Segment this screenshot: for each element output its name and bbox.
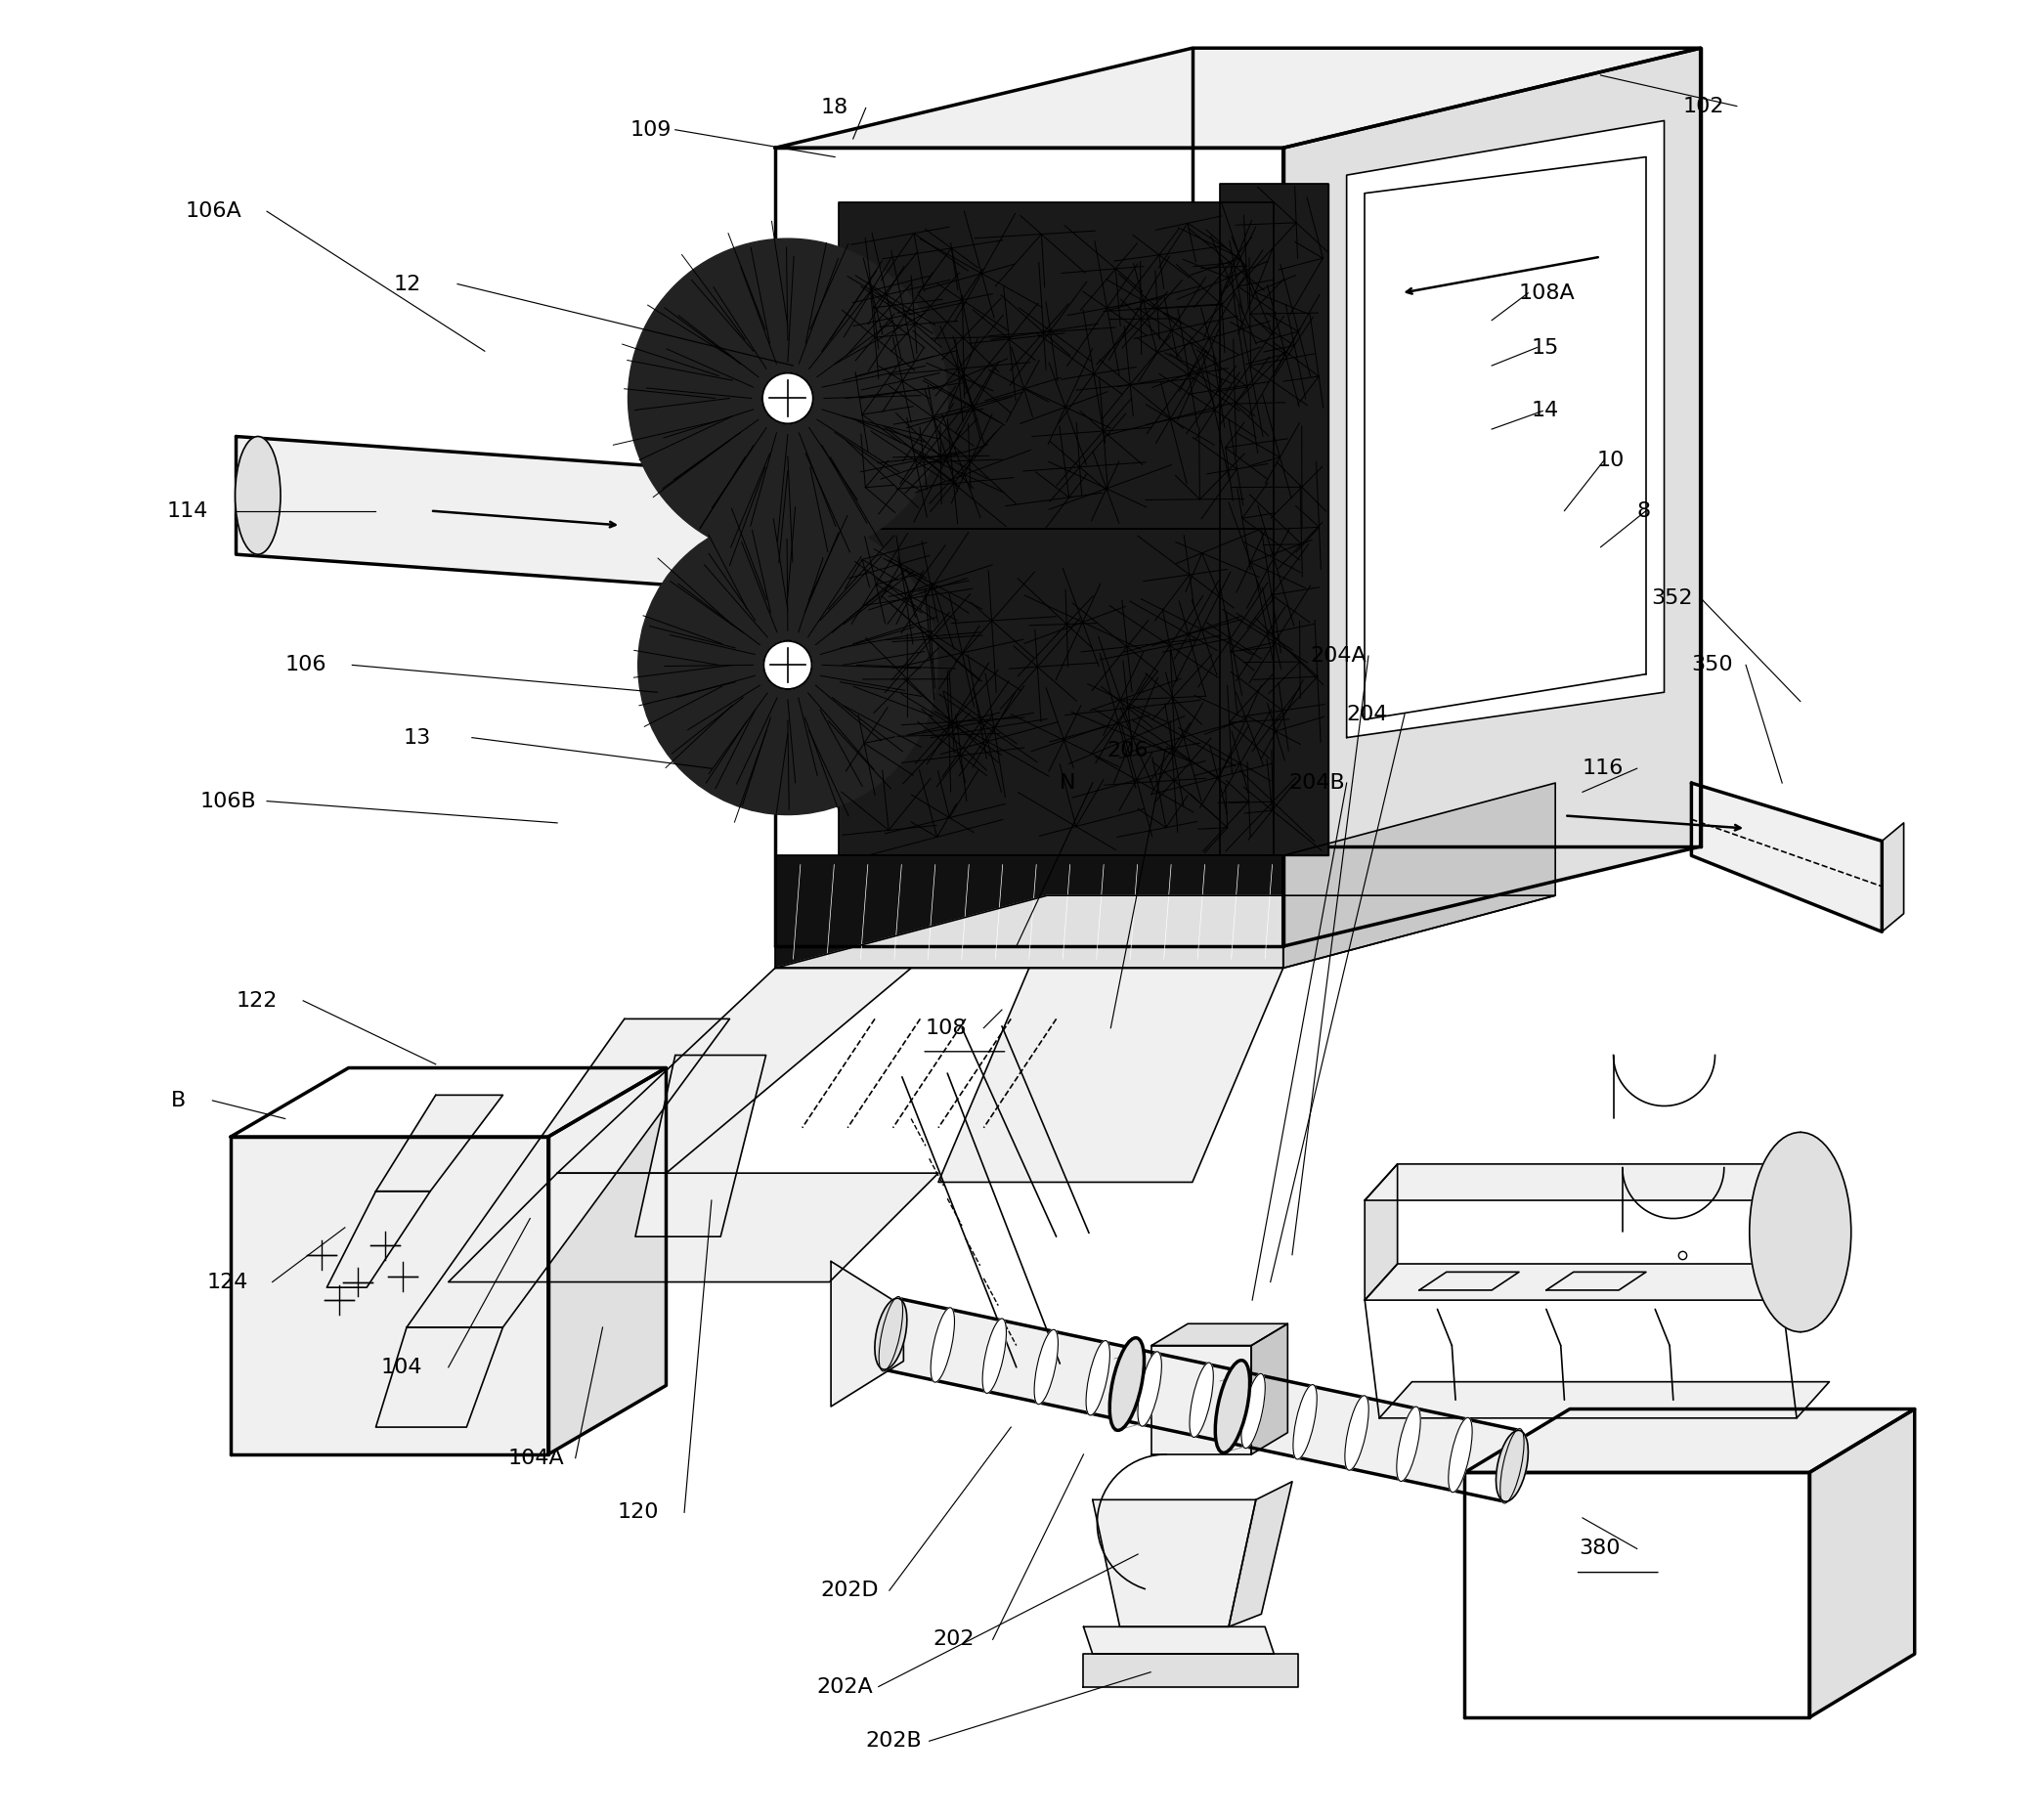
Text: 206: 206 bbox=[1108, 741, 1149, 761]
Text: 14: 14 bbox=[1532, 400, 1559, 420]
Text: 202: 202 bbox=[932, 1629, 975, 1649]
Polygon shape bbox=[883, 1298, 1520, 1502]
Polygon shape bbox=[231, 1138, 549, 1454]
Polygon shape bbox=[1283, 47, 1701, 946]
Ellipse shape bbox=[1495, 1431, 1528, 1502]
Polygon shape bbox=[1883, 823, 1903, 932]
Text: 120: 120 bbox=[618, 1503, 659, 1522]
Ellipse shape bbox=[1397, 1407, 1420, 1481]
Polygon shape bbox=[1083, 1654, 1297, 1687]
Polygon shape bbox=[1228, 1481, 1291, 1627]
Circle shape bbox=[628, 238, 947, 559]
Polygon shape bbox=[375, 1327, 502, 1427]
Text: 124: 124 bbox=[206, 1272, 249, 1292]
Text: 102: 102 bbox=[1683, 96, 1724, 116]
Text: B: B bbox=[171, 1090, 186, 1110]
Polygon shape bbox=[557, 968, 912, 1174]
Polygon shape bbox=[1809, 1409, 1916, 1718]
Text: 204B: 204B bbox=[1289, 774, 1344, 794]
Polygon shape bbox=[1283, 783, 1554, 968]
Polygon shape bbox=[830, 1261, 904, 1407]
Polygon shape bbox=[1420, 1272, 1520, 1290]
Text: 380: 380 bbox=[1579, 1540, 1620, 1558]
Polygon shape bbox=[1151, 1323, 1287, 1345]
Polygon shape bbox=[1093, 1500, 1257, 1627]
Polygon shape bbox=[1083, 1627, 1275, 1654]
Text: 108A: 108A bbox=[1520, 284, 1575, 302]
Polygon shape bbox=[775, 895, 1554, 968]
Polygon shape bbox=[1691, 783, 1883, 932]
Ellipse shape bbox=[1344, 1396, 1369, 1471]
Text: 15: 15 bbox=[1532, 339, 1559, 357]
Ellipse shape bbox=[1293, 1385, 1318, 1460]
Ellipse shape bbox=[1110, 1338, 1144, 1431]
Polygon shape bbox=[237, 437, 775, 593]
Text: 104A: 104A bbox=[508, 1449, 565, 1467]
Polygon shape bbox=[549, 1068, 667, 1454]
Text: 202A: 202A bbox=[816, 1676, 873, 1696]
Polygon shape bbox=[938, 968, 1283, 1183]
Polygon shape bbox=[1346, 120, 1665, 737]
Polygon shape bbox=[406, 1019, 730, 1327]
Ellipse shape bbox=[235, 437, 282, 555]
Polygon shape bbox=[1365, 1165, 1397, 1299]
Text: N: N bbox=[1061, 774, 1075, 794]
Text: 8: 8 bbox=[1636, 501, 1650, 521]
Polygon shape bbox=[634, 1056, 765, 1236]
Text: 109: 109 bbox=[630, 120, 671, 140]
Text: 108: 108 bbox=[926, 1017, 967, 1037]
Polygon shape bbox=[1465, 1472, 1809, 1718]
Text: 18: 18 bbox=[820, 98, 849, 118]
Polygon shape bbox=[1365, 1263, 1816, 1299]
Text: 352: 352 bbox=[1652, 588, 1693, 608]
Ellipse shape bbox=[1499, 1429, 1524, 1503]
Polygon shape bbox=[775, 855, 1283, 968]
Ellipse shape bbox=[879, 1296, 904, 1370]
Ellipse shape bbox=[1216, 1360, 1251, 1452]
Ellipse shape bbox=[983, 1320, 1006, 1394]
Text: 122: 122 bbox=[237, 990, 277, 1010]
Text: 13: 13 bbox=[404, 728, 430, 748]
Circle shape bbox=[639, 515, 938, 815]
Ellipse shape bbox=[1138, 1352, 1161, 1427]
Polygon shape bbox=[231, 1068, 667, 1138]
Polygon shape bbox=[1465, 1409, 1916, 1472]
Text: 10: 10 bbox=[1597, 450, 1624, 470]
Ellipse shape bbox=[1240, 1374, 1265, 1449]
Ellipse shape bbox=[930, 1307, 955, 1381]
Polygon shape bbox=[1251, 1323, 1287, 1454]
Ellipse shape bbox=[1085, 1341, 1110, 1416]
Text: 202D: 202D bbox=[820, 1582, 879, 1600]
Polygon shape bbox=[838, 202, 1275, 530]
Circle shape bbox=[763, 641, 812, 690]
Text: 116: 116 bbox=[1583, 759, 1624, 779]
Text: 106A: 106A bbox=[186, 202, 241, 222]
Text: 204: 204 bbox=[1346, 704, 1387, 724]
Ellipse shape bbox=[1034, 1330, 1059, 1405]
Text: 202B: 202B bbox=[865, 1731, 922, 1751]
Polygon shape bbox=[375, 1096, 502, 1192]
Text: 104: 104 bbox=[381, 1358, 422, 1378]
Ellipse shape bbox=[1750, 1132, 1850, 1332]
Polygon shape bbox=[1220, 184, 1328, 855]
Polygon shape bbox=[1546, 1272, 1646, 1290]
Text: 204A: 204A bbox=[1310, 646, 1367, 666]
Ellipse shape bbox=[1448, 1418, 1473, 1492]
Polygon shape bbox=[775, 47, 1701, 147]
Polygon shape bbox=[1365, 1165, 1816, 1201]
Text: 12: 12 bbox=[394, 275, 422, 293]
Polygon shape bbox=[449, 1174, 938, 1281]
Polygon shape bbox=[326, 1192, 430, 1287]
Ellipse shape bbox=[1189, 1363, 1214, 1438]
Text: 114: 114 bbox=[167, 501, 208, 521]
Text: 106B: 106B bbox=[200, 792, 257, 812]
Polygon shape bbox=[1379, 1381, 1830, 1418]
Ellipse shape bbox=[875, 1298, 908, 1369]
Circle shape bbox=[763, 373, 814, 424]
Text: 106: 106 bbox=[286, 655, 326, 675]
Polygon shape bbox=[1151, 1345, 1251, 1454]
Polygon shape bbox=[838, 530, 1275, 855]
Text: 350: 350 bbox=[1691, 655, 1734, 675]
